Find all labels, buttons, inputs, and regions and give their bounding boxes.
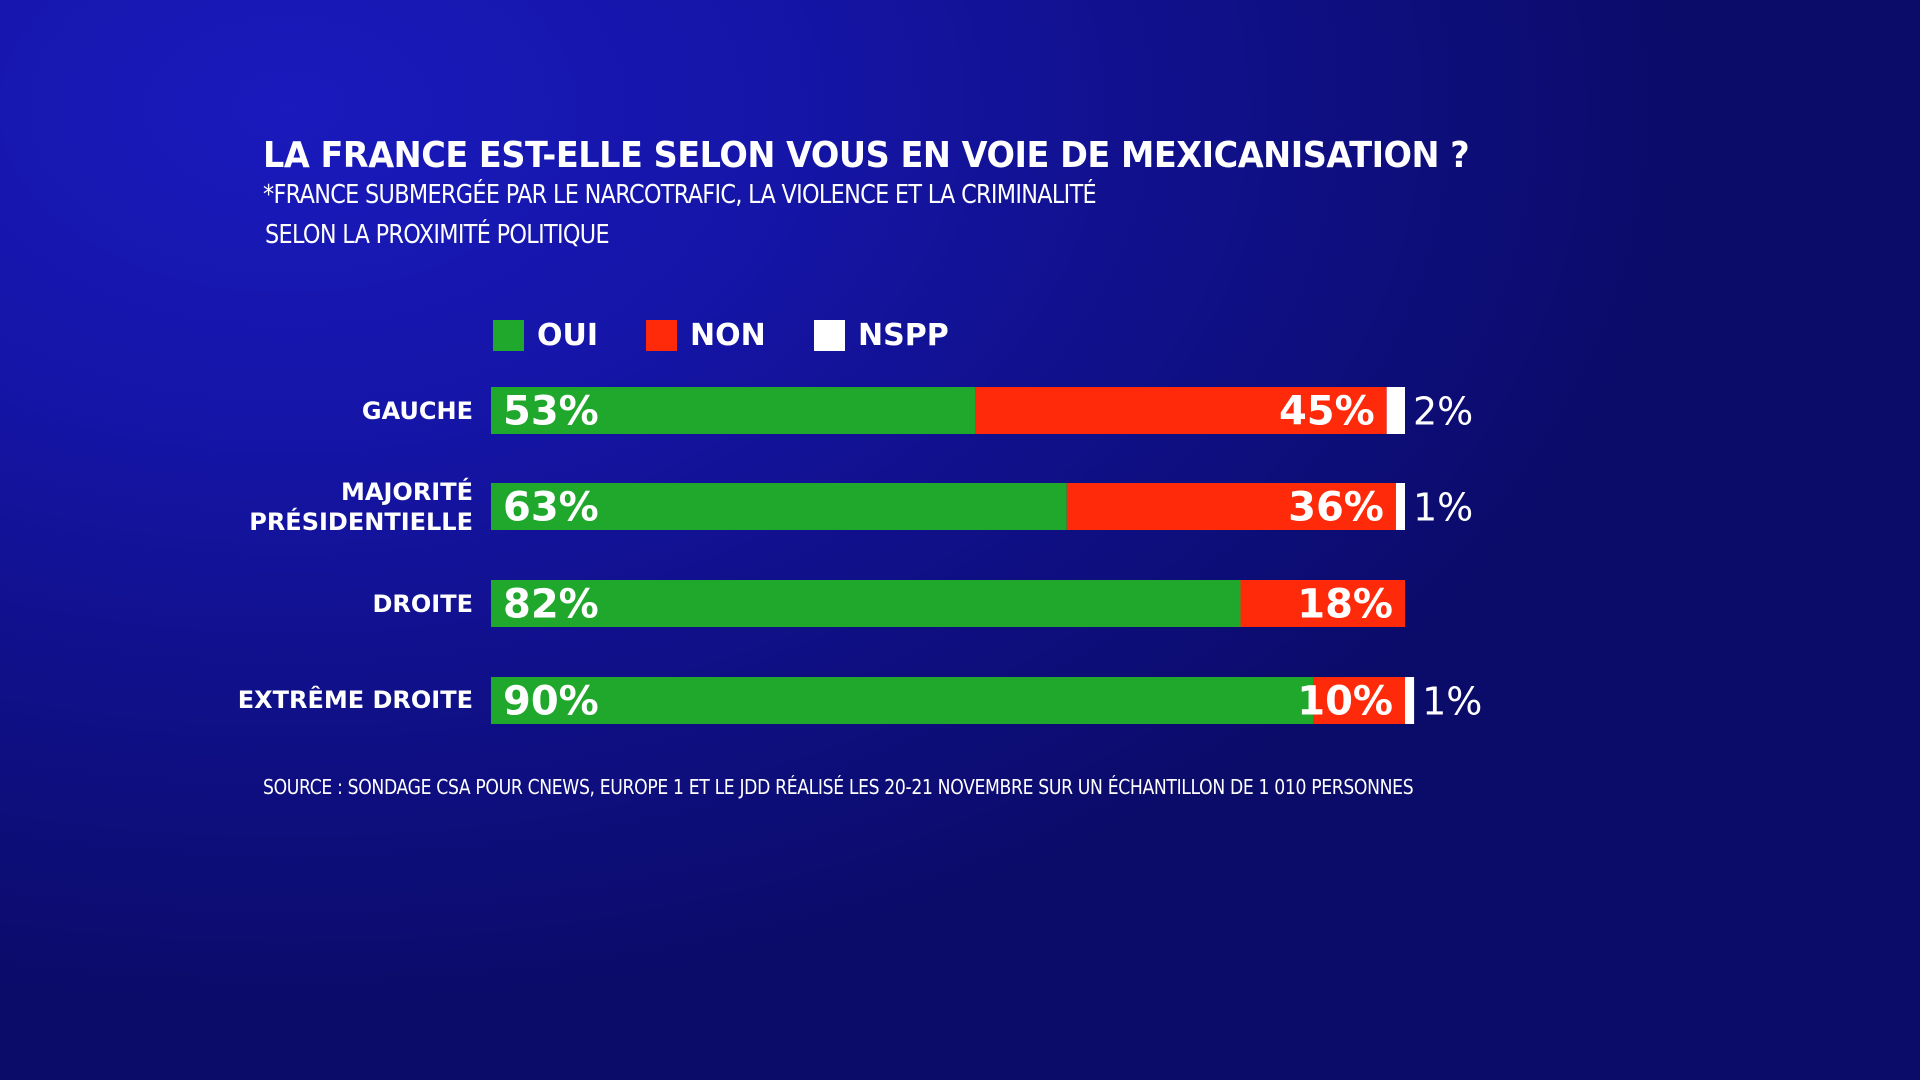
legend-swatch-non — [646, 320, 677, 351]
chart-breakdown-label: SELON LA PROXIMITÉ POLITIQUE — [265, 220, 610, 250]
chart-subtitle: *FRANCE SUBMERGÉE PAR LE NARCOTRAFIC, LA… — [263, 180, 1097, 210]
row-label-extreme-droite: EXTRÊME DROITE — [238, 685, 473, 715]
bar-row-droite: 82% 18% — [491, 580, 1405, 628]
bar-segment-non — [1066, 483, 1396, 530]
legend-swatch-oui — [493, 320, 524, 351]
bar-segment-non — [975, 387, 1387, 434]
row-label-droite: DROITE — [373, 589, 474, 619]
value-label-oui: 82% — [503, 582, 599, 628]
row-label-majorite-presidentielle: MAJORITÉ PRÉSIDENTIELLE — [249, 477, 473, 537]
value-label-non: 36% — [1288, 485, 1384, 531]
row-label-line: GAUCHE — [361, 397, 473, 425]
source-note: SOURCE : SONDAGE CSA POUR CNEWS, EUROPE … — [263, 775, 1414, 799]
value-label-oui: 53% — [503, 389, 599, 435]
value-label-non: 18% — [1297, 582, 1393, 628]
bar-segment-nspp — [1395, 483, 1405, 530]
value-label-nspp: 2% — [1413, 390, 1473, 434]
legend-label-nspp: NSPP — [858, 318, 949, 353]
row-label-line: DROITE — [372, 590, 474, 618]
value-label-nspp: 1% — [1422, 680, 1482, 724]
bar-segment-non — [1313, 677, 1405, 724]
row-label-line: MAJORITÉ — [341, 478, 473, 506]
value-label-oui: 90% — [503, 679, 599, 725]
bar-segment-nspp — [1405, 677, 1415, 724]
bar-segment-oui — [491, 387, 976, 434]
bar-row-extreme-droite: 90% 10% 1% — [491, 677, 1482, 725]
row-label-gauche: GAUCHE — [362, 396, 473, 426]
legend-label-non: NON — [690, 318, 766, 353]
row-label-line: EXTRÊME DROITE — [237, 686, 473, 714]
bar-row-gauche: 53% 45% 2% — [491, 387, 1473, 435]
value-label-oui: 63% — [503, 485, 599, 531]
legend-label-oui: OUI — [537, 318, 599, 353]
legend-swatch-nspp — [814, 320, 845, 351]
bar-row-majorite-presidentielle: 63% 36% 1% — [491, 483, 1473, 531]
bar-segment-nspp — [1386, 387, 1405, 434]
value-label-nspp: 1% — [1413, 486, 1473, 530]
row-label-line: PRÉSIDENTIELLE — [249, 508, 473, 536]
bar-segment-oui — [491, 483, 1067, 530]
bar-segment-non — [1240, 580, 1405, 627]
chart-title: LA FRANCE EST-ELLE SELON VOUS EN VOIE DE… — [263, 135, 1470, 176]
bar-segment-oui — [491, 580, 1241, 627]
value-label-non: 10% — [1297, 679, 1393, 725]
bar-segment-oui — [491, 677, 1314, 724]
value-label-non: 45% — [1279, 389, 1375, 435]
